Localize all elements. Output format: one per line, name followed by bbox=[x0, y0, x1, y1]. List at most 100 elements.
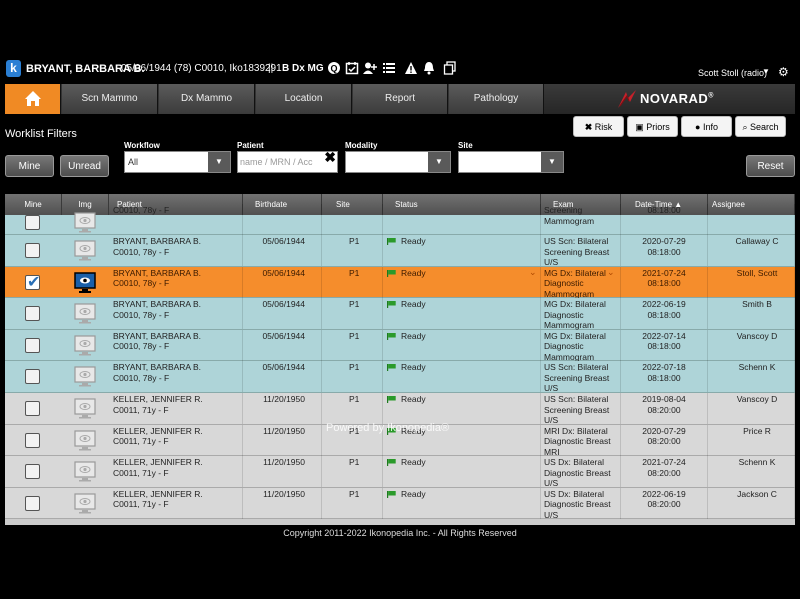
site: P1 bbox=[349, 394, 360, 404]
flag-icon bbox=[387, 459, 396, 467]
exam-time: 08:20:00 bbox=[647, 404, 681, 415]
status-text: Ready bbox=[401, 394, 426, 404]
clear-icon[interactable]: ✖ bbox=[324, 149, 336, 165]
flag-icon bbox=[387, 269, 396, 277]
image-viewer-icon[interactable] bbox=[74, 335, 96, 357]
tab-scn-mammo[interactable]: Scn Mammo bbox=[62, 84, 158, 114]
column-header-site[interactable]: Site bbox=[322, 194, 383, 215]
tab-report[interactable]: Report bbox=[353, 84, 448, 114]
flag-icon bbox=[387, 301, 396, 309]
mine-button[interactable]: Mine bbox=[5, 155, 54, 177]
mine-checkbox[interactable] bbox=[25, 369, 40, 385]
list-icon[interactable] bbox=[382, 61, 396, 75]
modality-select[interactable]: ▼ bbox=[345, 151, 451, 173]
mine-checkbox[interactable] bbox=[25, 306, 40, 322]
mine-checkbox[interactable] bbox=[25, 401, 40, 416]
expand-chevron-icon[interactable]: ⌄ bbox=[529, 266, 537, 277]
app-logo[interactable]: k bbox=[6, 60, 21, 77]
gear-icon[interactable]: ⚙ bbox=[778, 65, 789, 79]
quantify-icon[interactable]: Q bbox=[327, 61, 341, 75]
tab-location[interactable]: Location bbox=[256, 84, 352, 114]
birthdate-cell bbox=[243, 204, 322, 235]
mine-checkbox[interactable] bbox=[25, 432, 40, 448]
table-row[interactable]: KELLER, JENNIFER R. C0011, 71y - F 11/20/1… bbox=[5, 456, 795, 488]
birthdate-cell: 11/20/1950 bbox=[243, 487, 322, 519]
datetime-cell: 2022-06-19 08:20:00 bbox=[621, 487, 708, 519]
add-user-icon[interactable] bbox=[363, 61, 377, 75]
column-header-date-time[interactable]: Date-Time ▲ bbox=[621, 194, 708, 215]
patient-cell: BRYANT, BARBARA B. C0010, 78y - F bbox=[109, 329, 243, 361]
column-header-assignee[interactable]: Assignee bbox=[708, 194, 795, 215]
exam-line: US Scn: Bilateral bbox=[544, 362, 609, 373]
image-viewer-icon[interactable] bbox=[74, 429, 96, 452]
chevron-down-icon[interactable]: ▼ bbox=[208, 152, 230, 172]
patient-search-input[interactable]: name / MRN / Acc ✖ bbox=[237, 149, 338, 173]
mine-checkbox[interactable] bbox=[25, 243, 40, 258]
copy-icon[interactable] bbox=[443, 61, 457, 75]
chevron-down-icon[interactable]: ▼ bbox=[428, 152, 450, 172]
mine-checkbox[interactable] bbox=[25, 337, 40, 353]
assignee-cell: Vanscoy D bbox=[708, 393, 795, 424]
exam-chevron-icon[interactable]: ⌄ bbox=[607, 266, 615, 277]
site-select[interactable]: ▼ bbox=[458, 151, 564, 173]
image-viewer-icon[interactable] bbox=[74, 461, 96, 483]
table-row[interactable]: BRYANT, BARBARA B.C0010, 78y - F 05/06/19… bbox=[5, 329, 795, 362]
column-header-img[interactable]: Img bbox=[62, 194, 109, 215]
unread-button[interactable]: Unread bbox=[60, 155, 109, 177]
image-viewer-icon[interactable] bbox=[74, 271, 96, 294]
exam-time: 08:18:00 bbox=[647, 278, 681, 289]
column-header-exam[interactable]: Exam bbox=[541, 194, 621, 215]
table-row[interactable]: BRYANT, BARBARA B.C0010, 78y - F 05/06/19… bbox=[5, 235, 795, 267]
bell-icon[interactable] bbox=[422, 61, 436, 75]
column-header-mine[interactable]: Mine bbox=[5, 194, 62, 215]
image-viewer-icon[interactable] bbox=[74, 240, 96, 262]
status-text: Ready bbox=[401, 330, 426, 341]
datetime-cell: 2020-07-29 08:20:00 bbox=[621, 424, 708, 456]
patient-cell: BRYANT, BARBARA B. C0010, 78y - F bbox=[109, 266, 243, 298]
birthdate: 05/06/1944 bbox=[262, 236, 305, 246]
column-header-patient[interactable]: Patient bbox=[109, 194, 243, 215]
image-viewer-icon[interactable] bbox=[74, 366, 96, 388]
assignee-cell: Smith B bbox=[708, 298, 795, 330]
mine-checkbox[interactable] bbox=[25, 272, 40, 292]
patient-cell: BRYANT, BARBARA B. C0010, 78y - F bbox=[109, 361, 243, 393]
assignee-cell: Vanscoy D bbox=[708, 329, 795, 361]
image-viewer-icon[interactable] bbox=[74, 493, 96, 515]
table-row[interactable]: BRYANT, BARBARA B.C0010, 78y - F 05/06/19… bbox=[5, 266, 795, 299]
calendar-check-icon[interactable] bbox=[345, 61, 359, 75]
image-viewer-icon[interactable] bbox=[74, 398, 96, 420]
mine-checkbox[interactable] bbox=[25, 464, 40, 480]
birthdate-cell: 05/06/1944 bbox=[243, 329, 322, 361]
priors-button[interactable]: ▣ Priors bbox=[627, 116, 678, 137]
mine-checkbox[interactable] bbox=[25, 495, 40, 511]
tab-pathology[interactable]: Pathology bbox=[449, 84, 544, 114]
chevron-down-icon[interactable]: ▼ bbox=[762, 67, 770, 76]
mine-checkbox[interactable] bbox=[25, 215, 40, 230]
table-row[interactable]: BRYANT, BARBARA B.C0010, 78y - F 05/06/19… bbox=[5, 298, 795, 330]
table-row[interactable]: C0010, 78y - F Screening Mammogram 08:18:00 bbox=[5, 204, 795, 235]
search-button[interactable]: ⌕ Search bbox=[735, 116, 786, 137]
birthdate: 11/20/1950 bbox=[263, 488, 305, 499]
info-button[interactable]: ● Info bbox=[681, 116, 732, 137]
home-button[interactable] bbox=[5, 84, 61, 114]
image-viewer-icon[interactable] bbox=[74, 303, 96, 325]
status-cell: Ready ⌄ bbox=[383, 266, 541, 298]
workflow-select[interactable]: All ▼ bbox=[124, 151, 231, 173]
brand-name: NOVARAD® bbox=[640, 91, 714, 106]
risk-button[interactable]: ✖ Risk bbox=[573, 116, 624, 137]
site-cell: P1 bbox=[322, 456, 383, 488]
table-row[interactable]: KELLER, JENNIFER R. C0011, 71y - F 11/20/1… bbox=[5, 393, 795, 425]
column-header-birthdate[interactable]: Birthdate bbox=[243, 194, 322, 215]
reset-button[interactable]: Reset bbox=[746, 155, 795, 177]
user-menu[interactable]: Scott Stoll (radio) bbox=[698, 68, 768, 78]
table-row[interactable]: BRYANT, BARBARA B.C0010, 78y - F 05/06/19… bbox=[5, 361, 795, 393]
copyright-footer: Copyright 2011-2022 Ikonopedia Inc. - Al… bbox=[283, 528, 517, 538]
table-row[interactable]: KELLER, JENNIFER R. C0011, 71y - F 11/20/1… bbox=[5, 487, 795, 520]
chevron-down-icon[interactable]: ▼ bbox=[541, 152, 563, 172]
table-row[interactable]: KELLER, JENNIFER R. C0011, 71y - F 11/20/1… bbox=[5, 424, 795, 457]
patient-cell: KELLER, JENNIFER R. C0011, 71y - F bbox=[109, 393, 243, 424]
tab-dx-mammo[interactable]: Dx Mammo bbox=[159, 84, 255, 114]
image-viewer-icon[interactable] bbox=[74, 212, 96, 234]
warning-icon[interactable] bbox=[404, 61, 418, 75]
column-header-status[interactable]: Status bbox=[383, 194, 541, 215]
